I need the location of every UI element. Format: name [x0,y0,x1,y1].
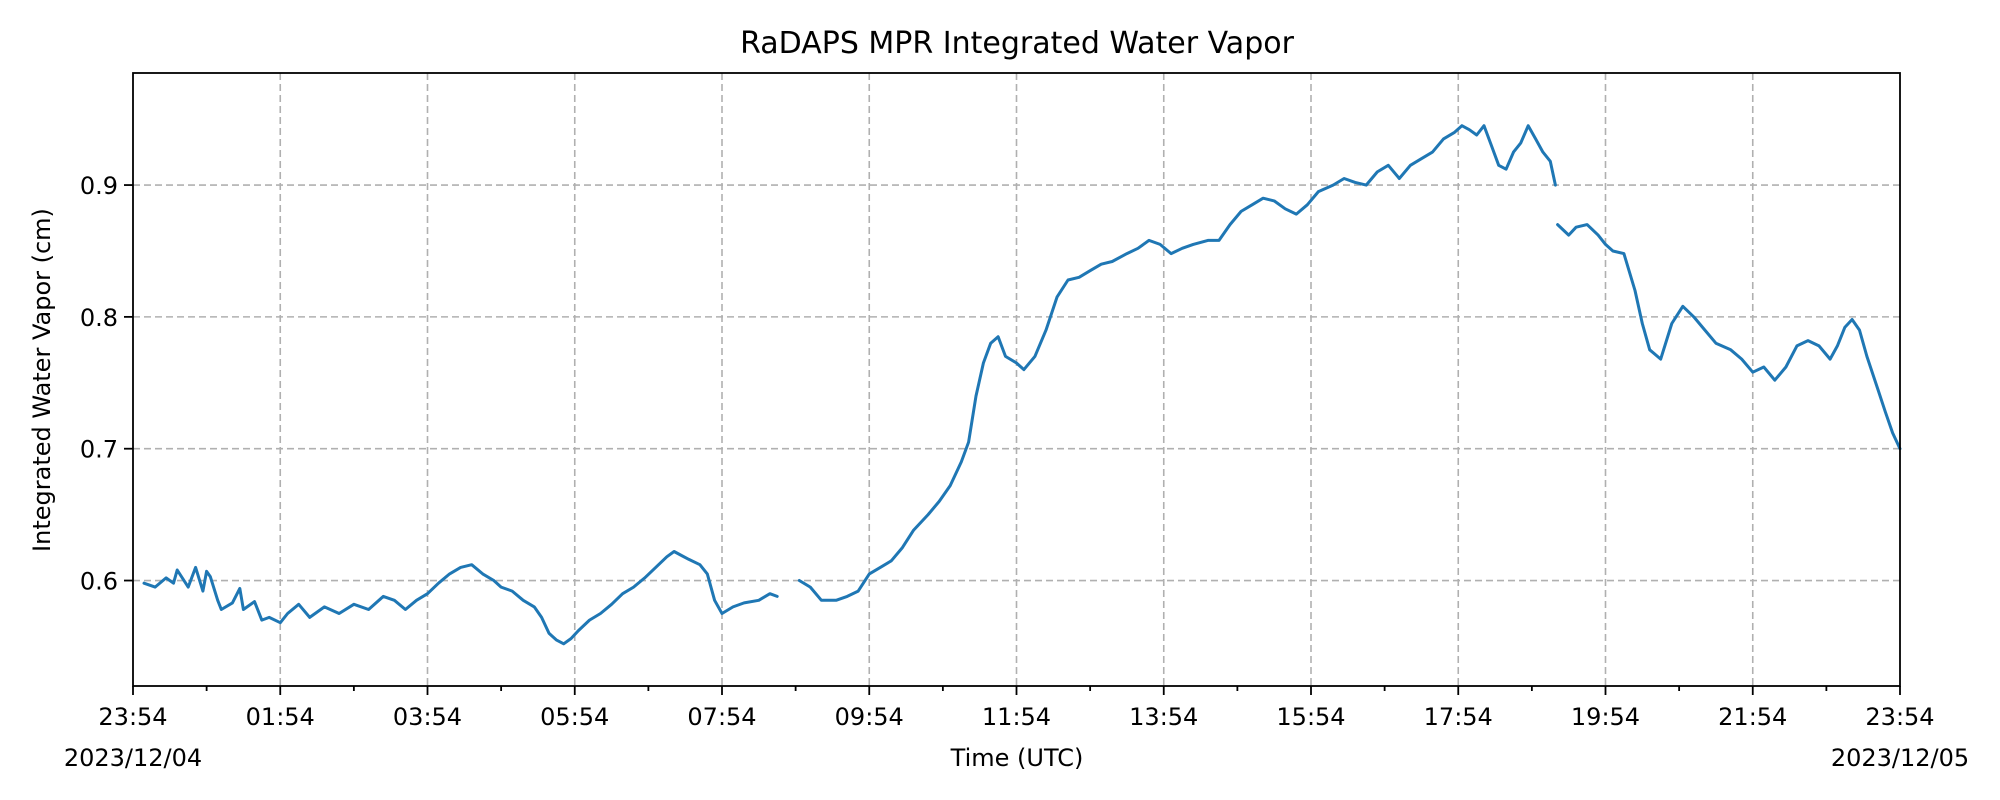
x-tick-label: 17:54 [1424,703,1493,731]
x-tick-label: 21:54 [1718,703,1787,731]
series-line-segment [1556,223,1902,451]
y-tick-label: 0.6 [80,568,118,596]
series-line-segment [142,550,779,646]
series-layer [142,124,1902,646]
x-tick-label: 09:54 [835,703,904,731]
tick-layer [124,184,1901,695]
x-tick-label: 11:54 [982,703,1051,731]
x-tick-label: 07:54 [687,703,756,731]
x-start-date-label: 2023/12/04 [64,744,202,772]
y-tick-label: 0.7 [80,436,118,464]
x-tick-label: 01:54 [246,703,315,731]
x-tick-label: 15:54 [1276,703,1345,731]
x-axis-label: Time (UTC) [950,744,1084,772]
label-layer: 23:54 01:54 03:54 05:54 07:54 09:54 11:54 13:54… [80,172,1935,731]
y-axis-label: Integrated Water Vapor (cm) [28,208,56,552]
x-tick-label: 23:54 [98,703,167,731]
y-tick-label: 0.9 [80,172,118,200]
series-line-segment [797,124,1557,602]
x-tick-label: 23:54 [1865,703,1934,731]
chart-title: RaDAPS MPR Integrated Water Vapor [740,26,1295,61]
x-end-date-label: 2023/12/05 [1831,744,1969,772]
x-tick-label: 13:54 [1129,703,1198,731]
grid-layer [133,73,1900,686]
x-tick-label: 03:54 [393,703,462,731]
x-tick-label: 19:54 [1571,703,1640,731]
x-tick-label: 05:54 [540,703,609,731]
y-tick-label: 0.8 [80,304,118,332]
